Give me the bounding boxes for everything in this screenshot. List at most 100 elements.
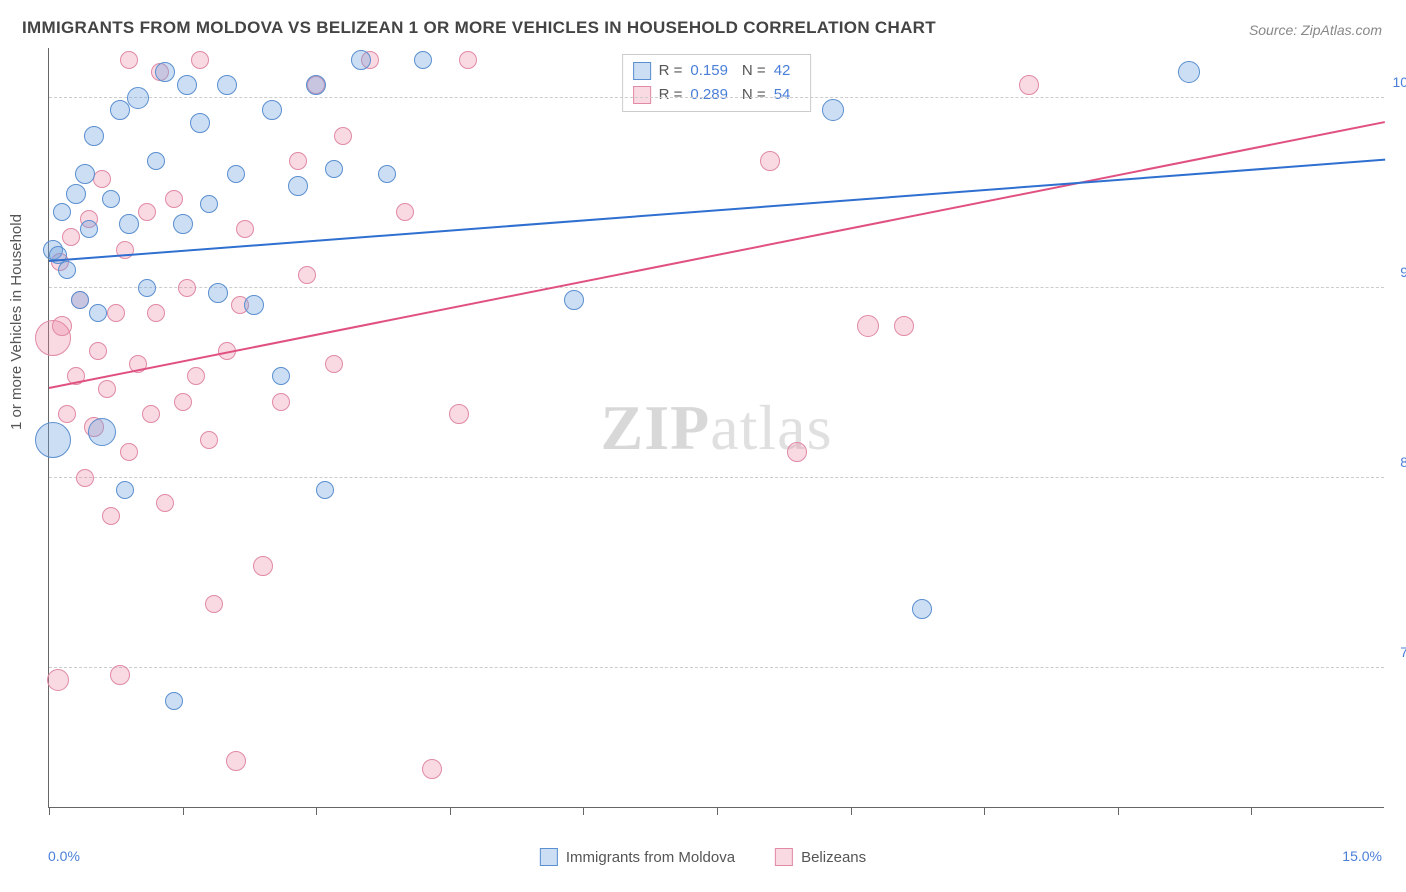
data-point — [822, 99, 844, 121]
r-label: R = — [659, 59, 683, 83]
data-point — [422, 759, 442, 779]
data-point — [165, 692, 183, 710]
data-point — [217, 75, 237, 95]
watermark-bold: ZIP — [601, 392, 711, 463]
data-point — [174, 393, 192, 411]
data-point — [857, 315, 879, 337]
x-tick — [583, 807, 584, 815]
data-point — [138, 203, 156, 221]
data-point — [173, 214, 193, 234]
data-point — [147, 152, 165, 170]
data-point — [66, 184, 86, 204]
data-point — [298, 266, 316, 284]
data-point — [120, 443, 138, 461]
x-tick — [183, 807, 184, 815]
data-point — [1178, 61, 1200, 83]
r-value-moldova: 0.159 — [690, 59, 728, 83]
data-point — [244, 295, 264, 315]
x-tick — [717, 807, 718, 815]
data-point — [102, 190, 120, 208]
data-point — [116, 481, 134, 499]
swatch-moldova — [540, 848, 558, 866]
swatch-moldova — [633, 62, 651, 80]
data-point — [253, 556, 273, 576]
data-point — [316, 481, 334, 499]
legend-label-moldova: Immigrants from Moldova — [566, 849, 735, 866]
n-value-moldova: 42 — [774, 59, 791, 83]
data-point — [187, 367, 205, 385]
legend-item-belize: Belizeans — [775, 848, 866, 866]
x-axis-min-label: 0.0% — [48, 848, 80, 864]
data-point — [138, 279, 156, 297]
swatch-belize — [633, 86, 651, 104]
y-tick-label: 100.0% — [1393, 74, 1406, 90]
data-point — [325, 160, 343, 178]
swatch-belize — [775, 848, 793, 866]
n-label: N = — [742, 83, 766, 107]
y-tick-label: 85.0% — [1400, 454, 1406, 470]
r-label: R = — [659, 83, 683, 107]
x-tick — [984, 807, 985, 815]
x-tick — [1251, 807, 1252, 815]
trend-line — [49, 159, 1385, 262]
data-point — [75, 164, 95, 184]
x-tick — [450, 807, 451, 815]
data-point — [147, 304, 165, 322]
data-point — [289, 152, 307, 170]
n-label: N = — [742, 59, 766, 83]
data-point — [226, 751, 246, 771]
gridline — [49, 477, 1384, 478]
data-point — [178, 279, 196, 297]
stats-row-belize: R = 0.289 N = 54 — [633, 83, 797, 107]
data-point — [156, 494, 174, 512]
x-tick — [49, 807, 50, 815]
legend-label-belize: Belizeans — [801, 849, 866, 866]
data-point — [80, 220, 98, 238]
data-point — [93, 170, 111, 188]
data-point — [89, 304, 107, 322]
data-point — [88, 418, 116, 446]
y-tick-label: 77.5% — [1400, 644, 1406, 660]
data-point — [155, 62, 175, 82]
data-point — [912, 599, 932, 619]
x-tick — [1118, 807, 1119, 815]
data-point — [334, 127, 352, 145]
data-point — [177, 75, 197, 95]
stats-legend: R = 0.159 N = 42 R = 0.289 N = 54 — [622, 54, 812, 112]
data-point — [58, 261, 76, 279]
data-point — [288, 176, 308, 196]
data-point — [414, 51, 432, 69]
series-legend: Immigrants from Moldova Belizeans — [540, 848, 866, 866]
x-axis-max-label: 15.0% — [1342, 848, 1382, 864]
data-point — [760, 151, 780, 171]
data-point — [325, 355, 343, 373]
data-point — [894, 316, 914, 336]
data-point — [62, 228, 80, 246]
plot-area: ZIPatlas R = 0.159 N = 42 R = 0.289 N = … — [48, 48, 1384, 808]
data-point — [208, 283, 228, 303]
source-label: Source: ZipAtlas.com — [1249, 22, 1382, 38]
trend-line — [49, 121, 1385, 389]
data-point — [191, 51, 209, 69]
stats-row-moldova: R = 0.159 N = 42 — [633, 59, 797, 83]
data-point — [89, 342, 107, 360]
data-point — [351, 50, 371, 70]
gridline — [49, 667, 1384, 668]
data-point — [200, 431, 218, 449]
data-point — [205, 595, 223, 613]
x-tick — [316, 807, 317, 815]
n-value-belize: 54 — [774, 83, 791, 107]
data-point — [142, 405, 160, 423]
data-point — [52, 316, 72, 336]
data-point — [76, 469, 94, 487]
data-point — [71, 291, 89, 309]
data-point — [84, 126, 104, 146]
data-point — [165, 190, 183, 208]
y-tick-label: 92.5% — [1400, 264, 1406, 280]
data-point — [127, 87, 149, 109]
gridline — [49, 97, 1384, 98]
data-point — [110, 665, 130, 685]
data-point — [564, 290, 584, 310]
data-point — [227, 165, 245, 183]
data-point — [396, 203, 414, 221]
